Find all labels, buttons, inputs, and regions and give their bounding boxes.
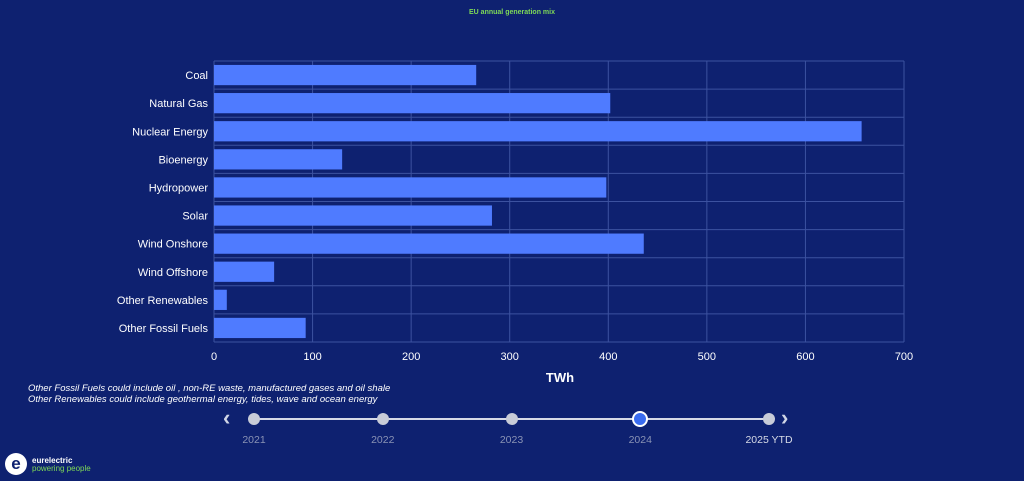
- y-tick-label: Nuclear Energy: [132, 126, 208, 138]
- bar: [214, 149, 343, 170]
- timeline-dot-2022[interactable]: [376, 413, 389, 425]
- x-tick-label: 700: [895, 351, 913, 363]
- bar: [214, 121, 862, 142]
- logo-tagline: powering people: [32, 464, 91, 473]
- timeline-dot-2021[interactable]: [248, 413, 260, 425]
- timeline-label-2022[interactable]: 2022: [371, 434, 395, 446]
- bar-chart: Coal Natural Gas Nuclear Energy Bioenergy Hy…: [117, 60, 913, 385]
- timeline-dot-2023[interactable]: [505, 413, 518, 425]
- timeline-label-2021[interactable]: 2021: [242, 434, 266, 446]
- timeline-label-2023[interactable]: 2023: [499, 434, 524, 446]
- x-tick-label: 600: [796, 351, 814, 363]
- note-other-renewables: Other Renewables could include geotherma…: [28, 394, 378, 405]
- bar: [214, 64, 477, 86]
- logo-name: eurelectric: [32, 456, 73, 465]
- y-tick-label: Other Renewables: [117, 295, 209, 307]
- y-tick-label: Coal: [185, 70, 208, 82]
- x-tick-label: 300: [501, 351, 519, 363]
- note-other-fossil-fuels: Other Fossil Fuels could include oil , n…: [28, 383, 391, 394]
- x-tick-label: 400: [599, 351, 617, 363]
- x-tick-label: 0: [211, 351, 217, 363]
- bar: [214, 289, 227, 310]
- chart-title: EU annual generation mix: [469, 9, 555, 16]
- bar: [214, 93, 611, 114]
- y-tick-label: Other Fossil Fuels: [119, 323, 209, 335]
- timeline-label-2024[interactable]: 2024: [628, 434, 652, 446]
- x-axis-label: TWh: [546, 370, 574, 385]
- y-tick-label: Wind Onshore: [138, 239, 208, 251]
- timeline-dot-2025-ytd[interactable]: [763, 413, 775, 425]
- y-tick-label: Natural Gas: [149, 98, 208, 110]
- x-tick-label: 100: [303, 351, 321, 363]
- timeline-dot-2024[interactable]: [632, 411, 649, 427]
- x-tick-label: 500: [698, 351, 716, 363]
- timeline-label-2025-ytd[interactable]: 2025 YTD: [745, 434, 793, 446]
- y-tick-label: Bioenergy: [158, 154, 208, 166]
- bar: [214, 205, 492, 226]
- logo-mark: e: [5, 453, 27, 475]
- y-tick-label: Hydropower: [149, 182, 209, 194]
- eurelectric-logo: e eurelectric powering people: [5, 453, 125, 479]
- bar: [214, 233, 644, 254]
- chevron-right-icon[interactable]: ›: [781, 405, 789, 430]
- bar: [214, 317, 306, 339]
- bar: [214, 177, 607, 198]
- x-tick-label: 200: [402, 351, 420, 363]
- y-tick-label: Wind Offshore: [138, 267, 208, 279]
- year-timeline: ‹ 2021 2022 2023 2024 2025 YTD ›: [0, 400, 1024, 460]
- y-tick-label: Solar: [182, 211, 208, 223]
- bar: [214, 261, 275, 282]
- chevron-left-icon[interactable]: ‹: [223, 405, 231, 430]
